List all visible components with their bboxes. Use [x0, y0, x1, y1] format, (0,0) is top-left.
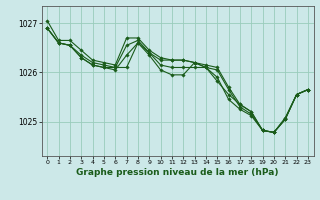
X-axis label: Graphe pression niveau de la mer (hPa): Graphe pression niveau de la mer (hPa) — [76, 168, 279, 177]
